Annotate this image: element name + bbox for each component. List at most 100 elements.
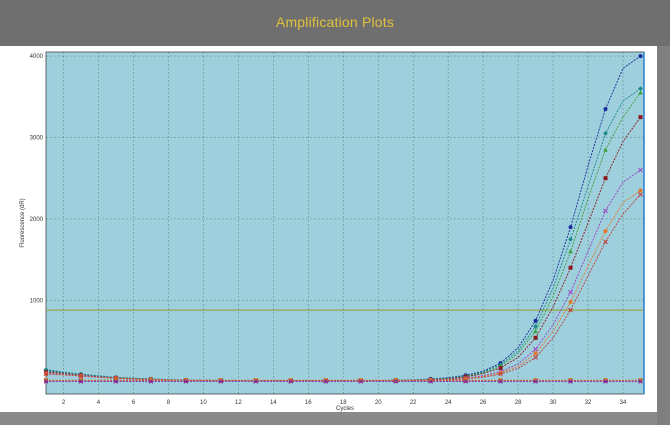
data-point[interactable]	[358, 379, 364, 384]
data-point[interactable]	[43, 371, 49, 377]
x-tick-label: 24	[445, 400, 452, 406]
data-point[interactable]	[498, 365, 503, 370]
data-point[interactable]	[603, 379, 608, 384]
x-tick-label: 16	[305, 400, 312, 406]
data-point[interactable]	[183, 379, 189, 384]
data-point[interactable]	[638, 188, 643, 193]
data-point[interactable]	[218, 379, 224, 384]
x-tick-label: 30	[550, 400, 557, 406]
data-point[interactable]	[288, 379, 294, 384]
data-point[interactable]	[533, 346, 538, 352]
data-point[interactable]	[393, 378, 398, 383]
data-point[interactable]	[603, 131, 608, 136]
data-point[interactable]	[638, 54, 643, 59]
data-point[interactable]	[533, 328, 538, 334]
x-tick-label: 6	[132, 400, 136, 406]
data-point[interactable]	[638, 167, 643, 173]
data-point[interactable]	[568, 379, 573, 384]
data-point[interactable]	[533, 355, 538, 360]
data-point[interactable]	[533, 379, 538, 384]
data-point[interactable]	[638, 192, 643, 197]
x-tick-label: 10	[200, 400, 207, 406]
data-point[interactable]	[568, 307, 573, 313]
data-point[interactable]	[78, 373, 84, 379]
data-point[interactable]	[323, 379, 329, 384]
data-point[interactable]	[568, 289, 573, 295]
data-point[interactable]	[148, 378, 153, 383]
data-point[interactable]	[358, 378, 363, 383]
title-bar	[0, 0, 670, 46]
scrollbar-right[interactable]	[657, 46, 670, 425]
data-point[interactable]	[428, 378, 433, 383]
series-group	[43, 54, 643, 384]
data-point[interactable]	[568, 225, 573, 230]
data-point[interactable]	[568, 265, 573, 270]
x-tick-labels: 2 4 6 8 10 12 14 16 18 20 22 24 26 28 30 32 34	[62, 400, 627, 406]
data-point[interactable]	[638, 115, 643, 120]
data-point[interactable]	[463, 378, 468, 383]
data-point[interactable]	[533, 351, 538, 356]
x-tick-label: 20	[375, 400, 382, 406]
data-point[interactable]	[568, 378, 573, 383]
y-tick-label: 4000	[30, 54, 44, 60]
data-point[interactable]	[638, 379, 643, 384]
data-point[interactable]	[638, 90, 643, 95]
x-axis-label: Cycles	[336, 406, 354, 412]
x-tick-label: 26	[480, 400, 487, 406]
x-tick-label: 34	[620, 400, 627, 406]
y-tick-labels: 1000 2000 3000 4000	[30, 54, 44, 304]
scrollbar-bottom[interactable]	[0, 412, 657, 425]
data-point[interactable]	[78, 379, 84, 384]
amplification-chart[interactable]: 2 4 6 8 10 12 14 16 18 20 22 24 26 28 30 32 34 100020003…	[0, 46, 657, 412]
data-point[interactable]	[568, 299, 573, 304]
data-point[interactable]	[568, 249, 573, 254]
series-line[interactable]	[45, 194, 641, 382]
data-point[interactable]	[428, 379, 434, 384]
data-point[interactable]	[43, 379, 49, 384]
x-tick-label: 12	[235, 400, 242, 406]
x-tick-label: 28	[515, 400, 522, 406]
chart-title: Amplification Plots	[275, 14, 395, 30]
y-axis-label: Fluorescence (dR)	[20, 198, 26, 247]
data-point[interactable]	[498, 379, 503, 384]
data-point[interactable]	[253, 378, 258, 383]
data-point[interactable]	[78, 378, 83, 383]
data-point[interactable]	[113, 379, 119, 384]
data-point[interactable]	[148, 379, 154, 384]
plot-area[interactable]	[45, 51, 645, 395]
data-point[interactable]	[603, 208, 608, 214]
data-point[interactable]	[498, 371, 503, 377]
x-tick-label: 18	[340, 400, 347, 406]
data-point[interactable]	[253, 379, 259, 384]
x-tick-label: 22	[410, 400, 417, 406]
y-tick-label: 3000	[30, 136, 44, 142]
data-point[interactable]	[603, 378, 608, 383]
data-point[interactable]	[533, 324, 538, 329]
data-point[interactable]	[218, 378, 223, 383]
data-point[interactable]	[498, 378, 503, 383]
data-point[interactable]	[288, 378, 293, 383]
data-point[interactable]	[393, 379, 399, 384]
data-point[interactable]	[323, 378, 328, 383]
data-point[interactable]	[533, 378, 538, 383]
data-point[interactable]	[603, 239, 608, 245]
data-point[interactable]	[603, 176, 608, 181]
grid-lines	[46, 52, 644, 394]
y-tick-label: 2000	[30, 217, 44, 223]
data-point[interactable]	[603, 107, 608, 111]
x-tick-label: 32	[585, 400, 592, 406]
data-point[interactable]	[603, 147, 608, 152]
y-tick-label: 1000	[30, 298, 44, 304]
data-point[interactable]	[463, 379, 469, 384]
x-tick-label: 4	[97, 400, 101, 406]
data-point[interactable]	[638, 378, 643, 383]
data-point[interactable]	[533, 318, 538, 323]
data-point[interactable]	[533, 335, 538, 340]
x-tick-label: 8	[167, 400, 171, 406]
data-point[interactable]	[44, 378, 48, 383]
data-point[interactable]	[113, 378, 118, 383]
data-point[interactable]	[603, 229, 608, 234]
data-point[interactable]	[183, 378, 188, 383]
data-point[interactable]	[568, 236, 573, 242]
